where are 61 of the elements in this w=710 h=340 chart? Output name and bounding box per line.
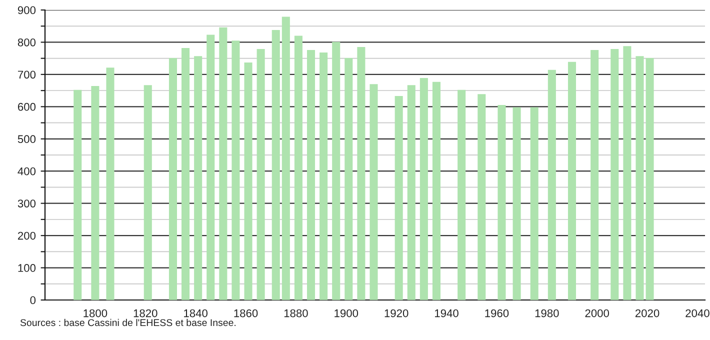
bar — [498, 105, 506, 300]
bar — [244, 62, 252, 300]
bar — [306, 50, 316, 300]
bar — [272, 30, 280, 300]
bar — [106, 68, 114, 300]
x-tick-label: 1800 — [84, 309, 108, 318]
bar — [530, 107, 538, 300]
bar — [182, 48, 190, 300]
bar — [232, 40, 240, 300]
y-tick-label: 900 — [18, 6, 36, 14]
bar — [420, 78, 428, 300]
bar — [282, 16, 290, 300]
y-tick-label: 400 — [18, 167, 36, 176]
bar — [256, 48, 265, 300]
bar — [478, 94, 486, 300]
y-tick-label: 0 — [30, 296, 36, 304]
y-tick-label: 800 — [18, 38, 36, 46]
bar — [294, 36, 302, 300]
bar — [320, 52, 328, 300]
bar — [432, 82, 440, 300]
bar — [91, 86, 100, 300]
bar — [407, 85, 416, 300]
x-tick-label: 1840 — [184, 309, 208, 318]
y-tick-label: 700 — [18, 70, 36, 79]
x-tick-label: 2000 — [585, 309, 610, 318]
y-tick-label: 300 — [18, 200, 36, 208]
x-tick-label: 1900 — [334, 309, 358, 318]
y-tick-label: 100 — [18, 264, 36, 272]
x-tick-label: 1980 — [535, 309, 559, 318]
bar — [590, 50, 599, 300]
x-tick-label: 1820 — [134, 309, 158, 318]
bar — [344, 58, 353, 300]
bar — [623, 46, 632, 300]
bar — [219, 27, 228, 300]
y-tick-label: 500 — [18, 135, 36, 144]
bar — [144, 85, 152, 300]
x-tick-label: 1920 — [384, 309, 408, 318]
source-note: Sources : base Cassini de l'EHESS et base Insee. — [20, 318, 236, 326]
x-tick-label: 1880 — [284, 309, 308, 318]
x-tick-label: 1940 — [435, 309, 458, 318]
bar — [646, 58, 654, 300]
bar — [636, 56, 644, 300]
bar — [610, 48, 619, 300]
bar — [548, 70, 556, 300]
x-tick-label: 1860 — [234, 309, 258, 318]
x-tick-label: 2040 — [686, 309, 710, 318]
bar — [458, 90, 466, 300]
bar — [74, 90, 82, 300]
bar — [512, 107, 521, 300]
bar — [332, 42, 340, 300]
bar — [168, 58, 177, 300]
bar — [194, 56, 202, 300]
x-tick-label: 1960 — [485, 309, 509, 318]
y-tick-label: 600 — [18, 102, 36, 111]
x-tick-label: 2020 — [635, 309, 660, 318]
bar — [370, 84, 378, 300]
y-tick-label: 200 — [18, 232, 36, 240]
bar — [568, 62, 576, 300]
bar — [394, 96, 403, 300]
bar — [357, 47, 366, 300]
bar — [206, 34, 215, 300]
